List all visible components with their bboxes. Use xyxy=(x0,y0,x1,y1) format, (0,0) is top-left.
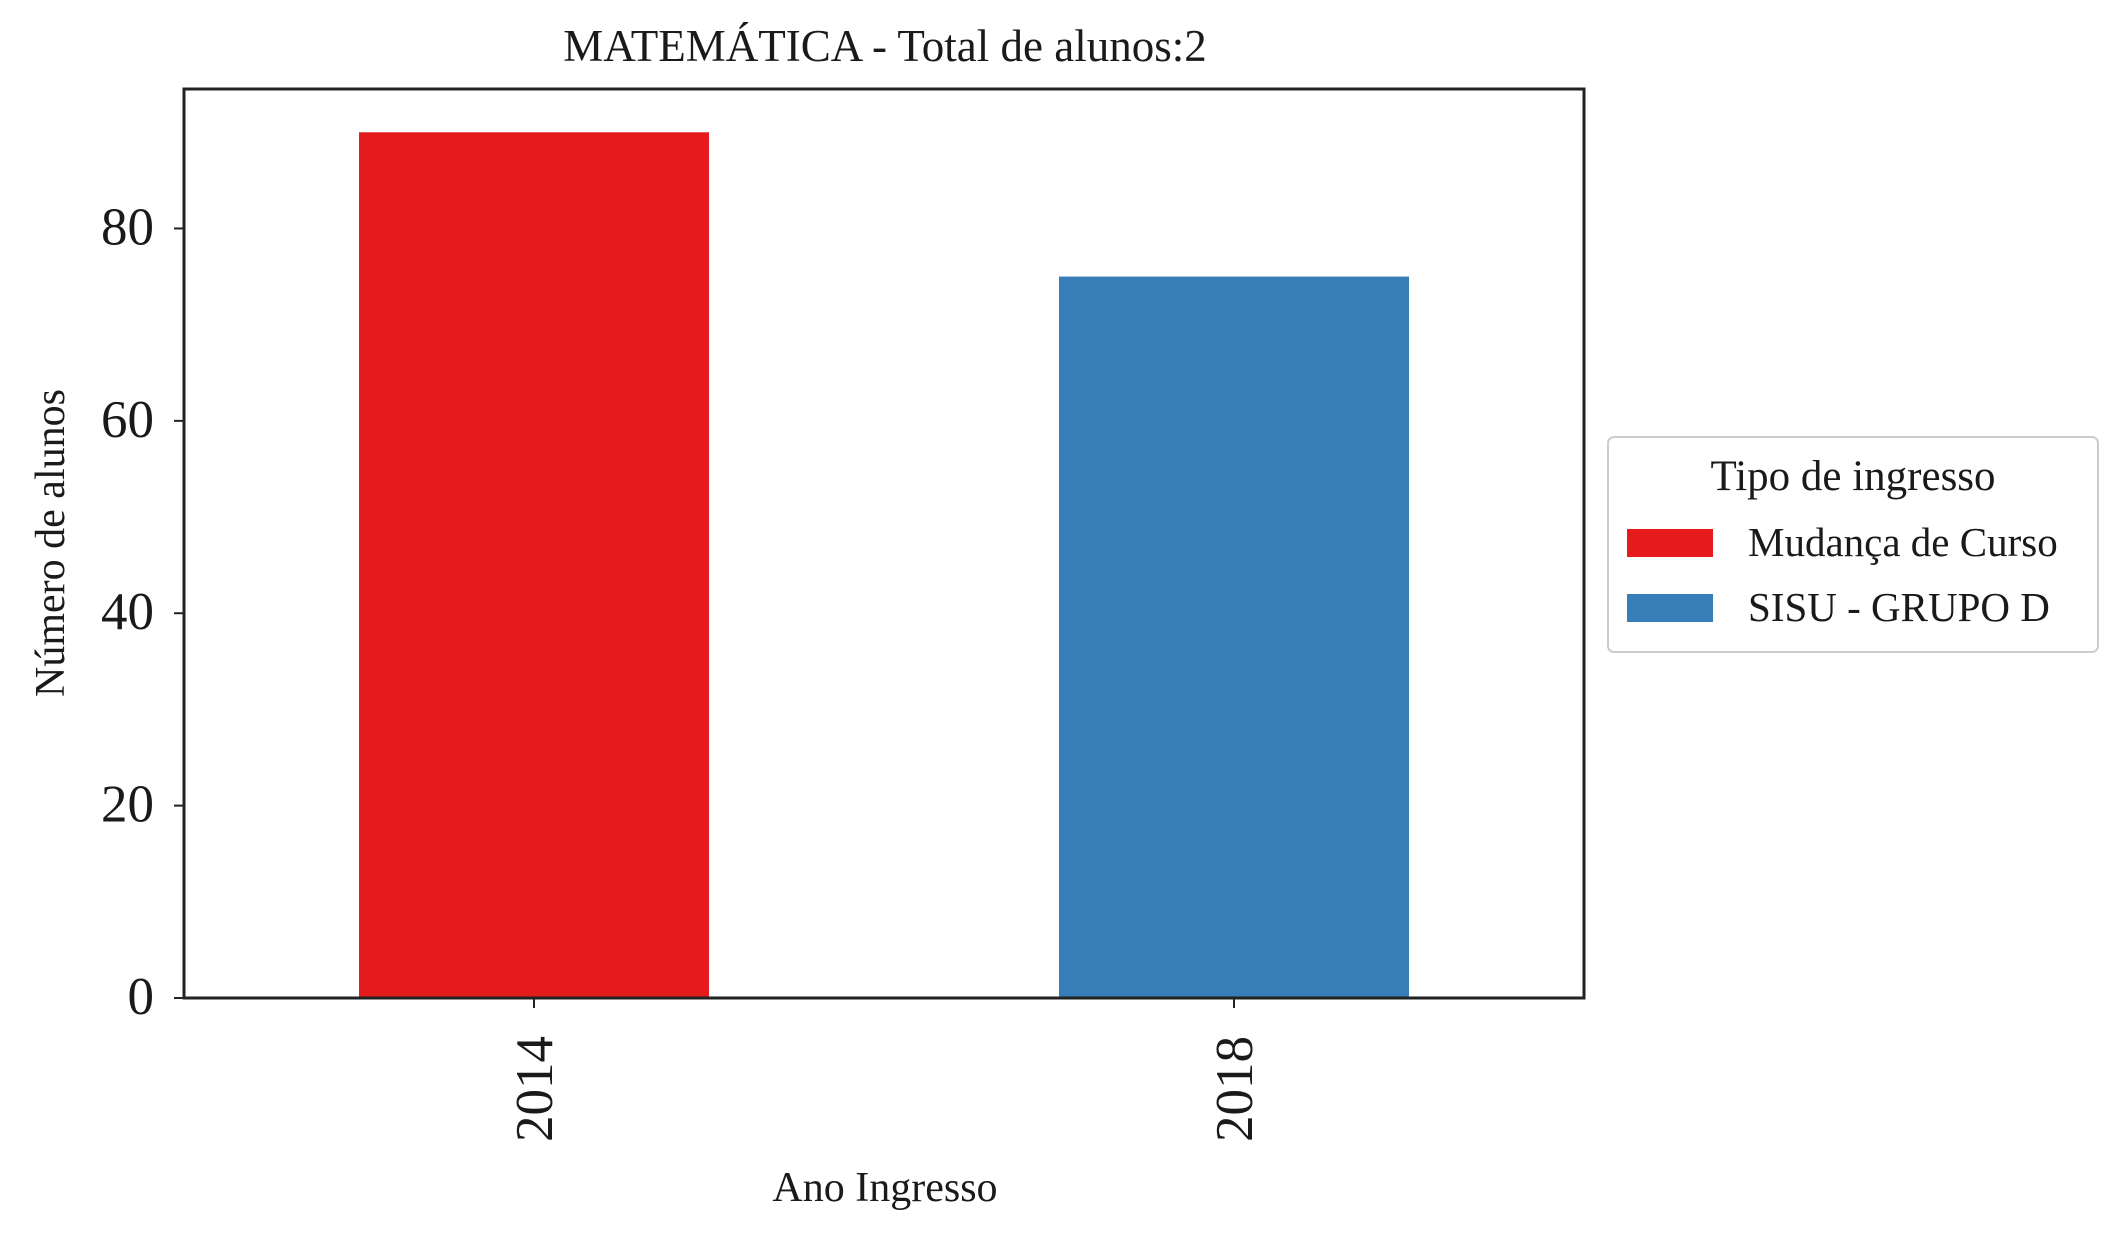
legend-frame xyxy=(1607,436,2099,653)
y-tick-label: 20 xyxy=(101,776,154,834)
legend-title: Tipo de ingresso xyxy=(1710,453,1995,500)
y-tick-label: 80 xyxy=(101,198,154,256)
y-ticks: 0 20 40 60 80 xyxy=(101,198,184,1026)
x-ticks: 2014 2018 xyxy=(506,998,1264,1142)
y-tick-label: 0 xyxy=(128,968,155,1026)
plot-frame xyxy=(182,87,1586,1000)
bar-2014 xyxy=(359,132,709,999)
y-tick-label: 60 xyxy=(101,391,154,449)
x-axis-label: Ano Ingresso xyxy=(772,1165,997,1211)
x-tick-label: 2018 xyxy=(1206,1036,1264,1142)
y-tick-label: 40 xyxy=(101,583,154,641)
legend-items: Mudança de Curso SISU - GRUPO D xyxy=(1627,519,2058,630)
legend-swatch xyxy=(1627,529,1713,557)
bar-2018 xyxy=(1059,276,1409,999)
bars xyxy=(359,132,1409,999)
x-tick-label: 2014 xyxy=(506,1036,564,1142)
y-axis-label: Número de alunos xyxy=(28,389,74,697)
chart-title: MATEMÁTICA - Total de alunos:2 xyxy=(563,21,1206,71)
legend-label: SISU - GRUPO D xyxy=(1748,584,2050,630)
legend-swatch xyxy=(1627,594,1713,622)
legend: Tipo de ingresso Mudança de Curso SISU - … xyxy=(1607,436,2099,653)
legend-label: Mudança de Curso xyxy=(1748,519,2058,565)
